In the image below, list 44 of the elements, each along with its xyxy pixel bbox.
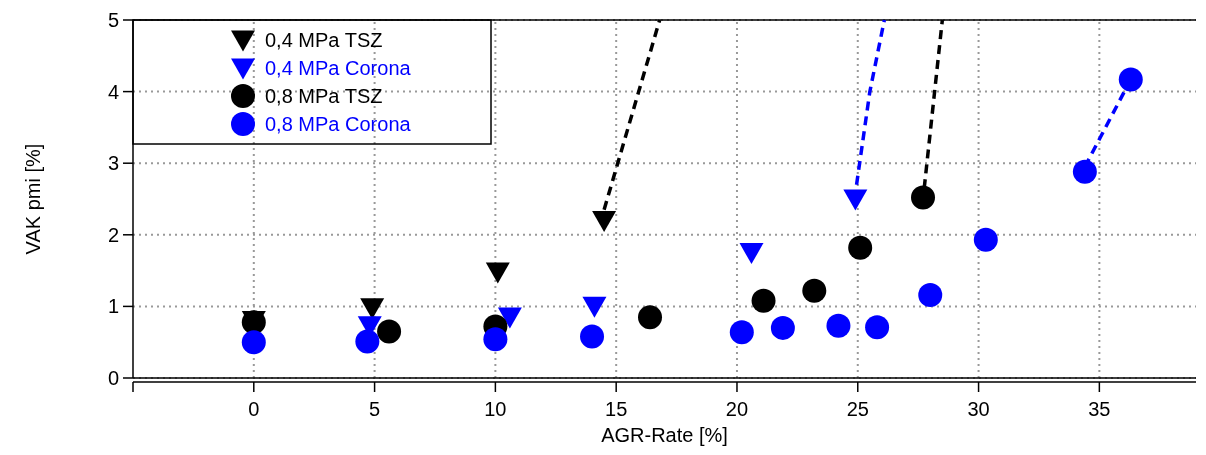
x-tick-label: 10 bbox=[484, 398, 507, 420]
y-tick-label: 2 bbox=[107, 223, 119, 246]
point bbox=[739, 243, 764, 265]
point bbox=[826, 313, 851, 338]
point bbox=[848, 235, 873, 260]
point bbox=[241, 330, 266, 355]
point bbox=[911, 185, 935, 210]
x-tick-label: 25 bbox=[846, 398, 869, 420]
point bbox=[580, 324, 605, 349]
point bbox=[1118, 67, 1143, 92]
point bbox=[485, 262, 510, 284]
x-tick-label: 30 bbox=[967, 398, 990, 420]
y-tick-label: 4 bbox=[107, 80, 119, 103]
point bbox=[638, 305, 662, 330]
legend-label: 0,4 MPa Corona bbox=[265, 57, 412, 79]
point bbox=[592, 210, 617, 232]
point bbox=[751, 288, 776, 313]
x-axis-title: AGR-Rate [%] bbox=[601, 424, 728, 446]
point bbox=[1072, 159, 1097, 184]
point bbox=[865, 315, 890, 340]
point bbox=[918, 282, 943, 307]
point bbox=[483, 327, 508, 352]
x-tick-label: 20 bbox=[725, 398, 749, 420]
x-tick-label: 5 bbox=[369, 398, 381, 420]
point bbox=[802, 278, 827, 303]
y-tick-label: 5 bbox=[107, 9, 119, 31]
y-axis-title: VAK pmi [%] bbox=[22, 143, 44, 255]
x-tick-label: 15 bbox=[605, 398, 628, 420]
point bbox=[377, 319, 402, 344]
x-tick-label: 0 bbox=[248, 398, 260, 420]
point bbox=[497, 307, 522, 329]
point bbox=[973, 227, 998, 252]
y-tick-label: 3 bbox=[107, 152, 119, 175]
y-tick-label: 1 bbox=[107, 295, 119, 318]
point bbox=[582, 296, 607, 318]
legend-label: 0,8 MPa TSZ bbox=[265, 85, 383, 107]
x-tick-label: 35 bbox=[1088, 398, 1111, 420]
point bbox=[843, 189, 868, 211]
point bbox=[770, 315, 795, 340]
legend-label: 0,8 MPa Corona bbox=[265, 113, 412, 135]
point bbox=[355, 329, 380, 354]
y-tick-label: 0 bbox=[107, 367, 119, 389]
legend-label: 0,4 MPa TSZ bbox=[265, 29, 383, 51]
point bbox=[729, 320, 754, 345]
